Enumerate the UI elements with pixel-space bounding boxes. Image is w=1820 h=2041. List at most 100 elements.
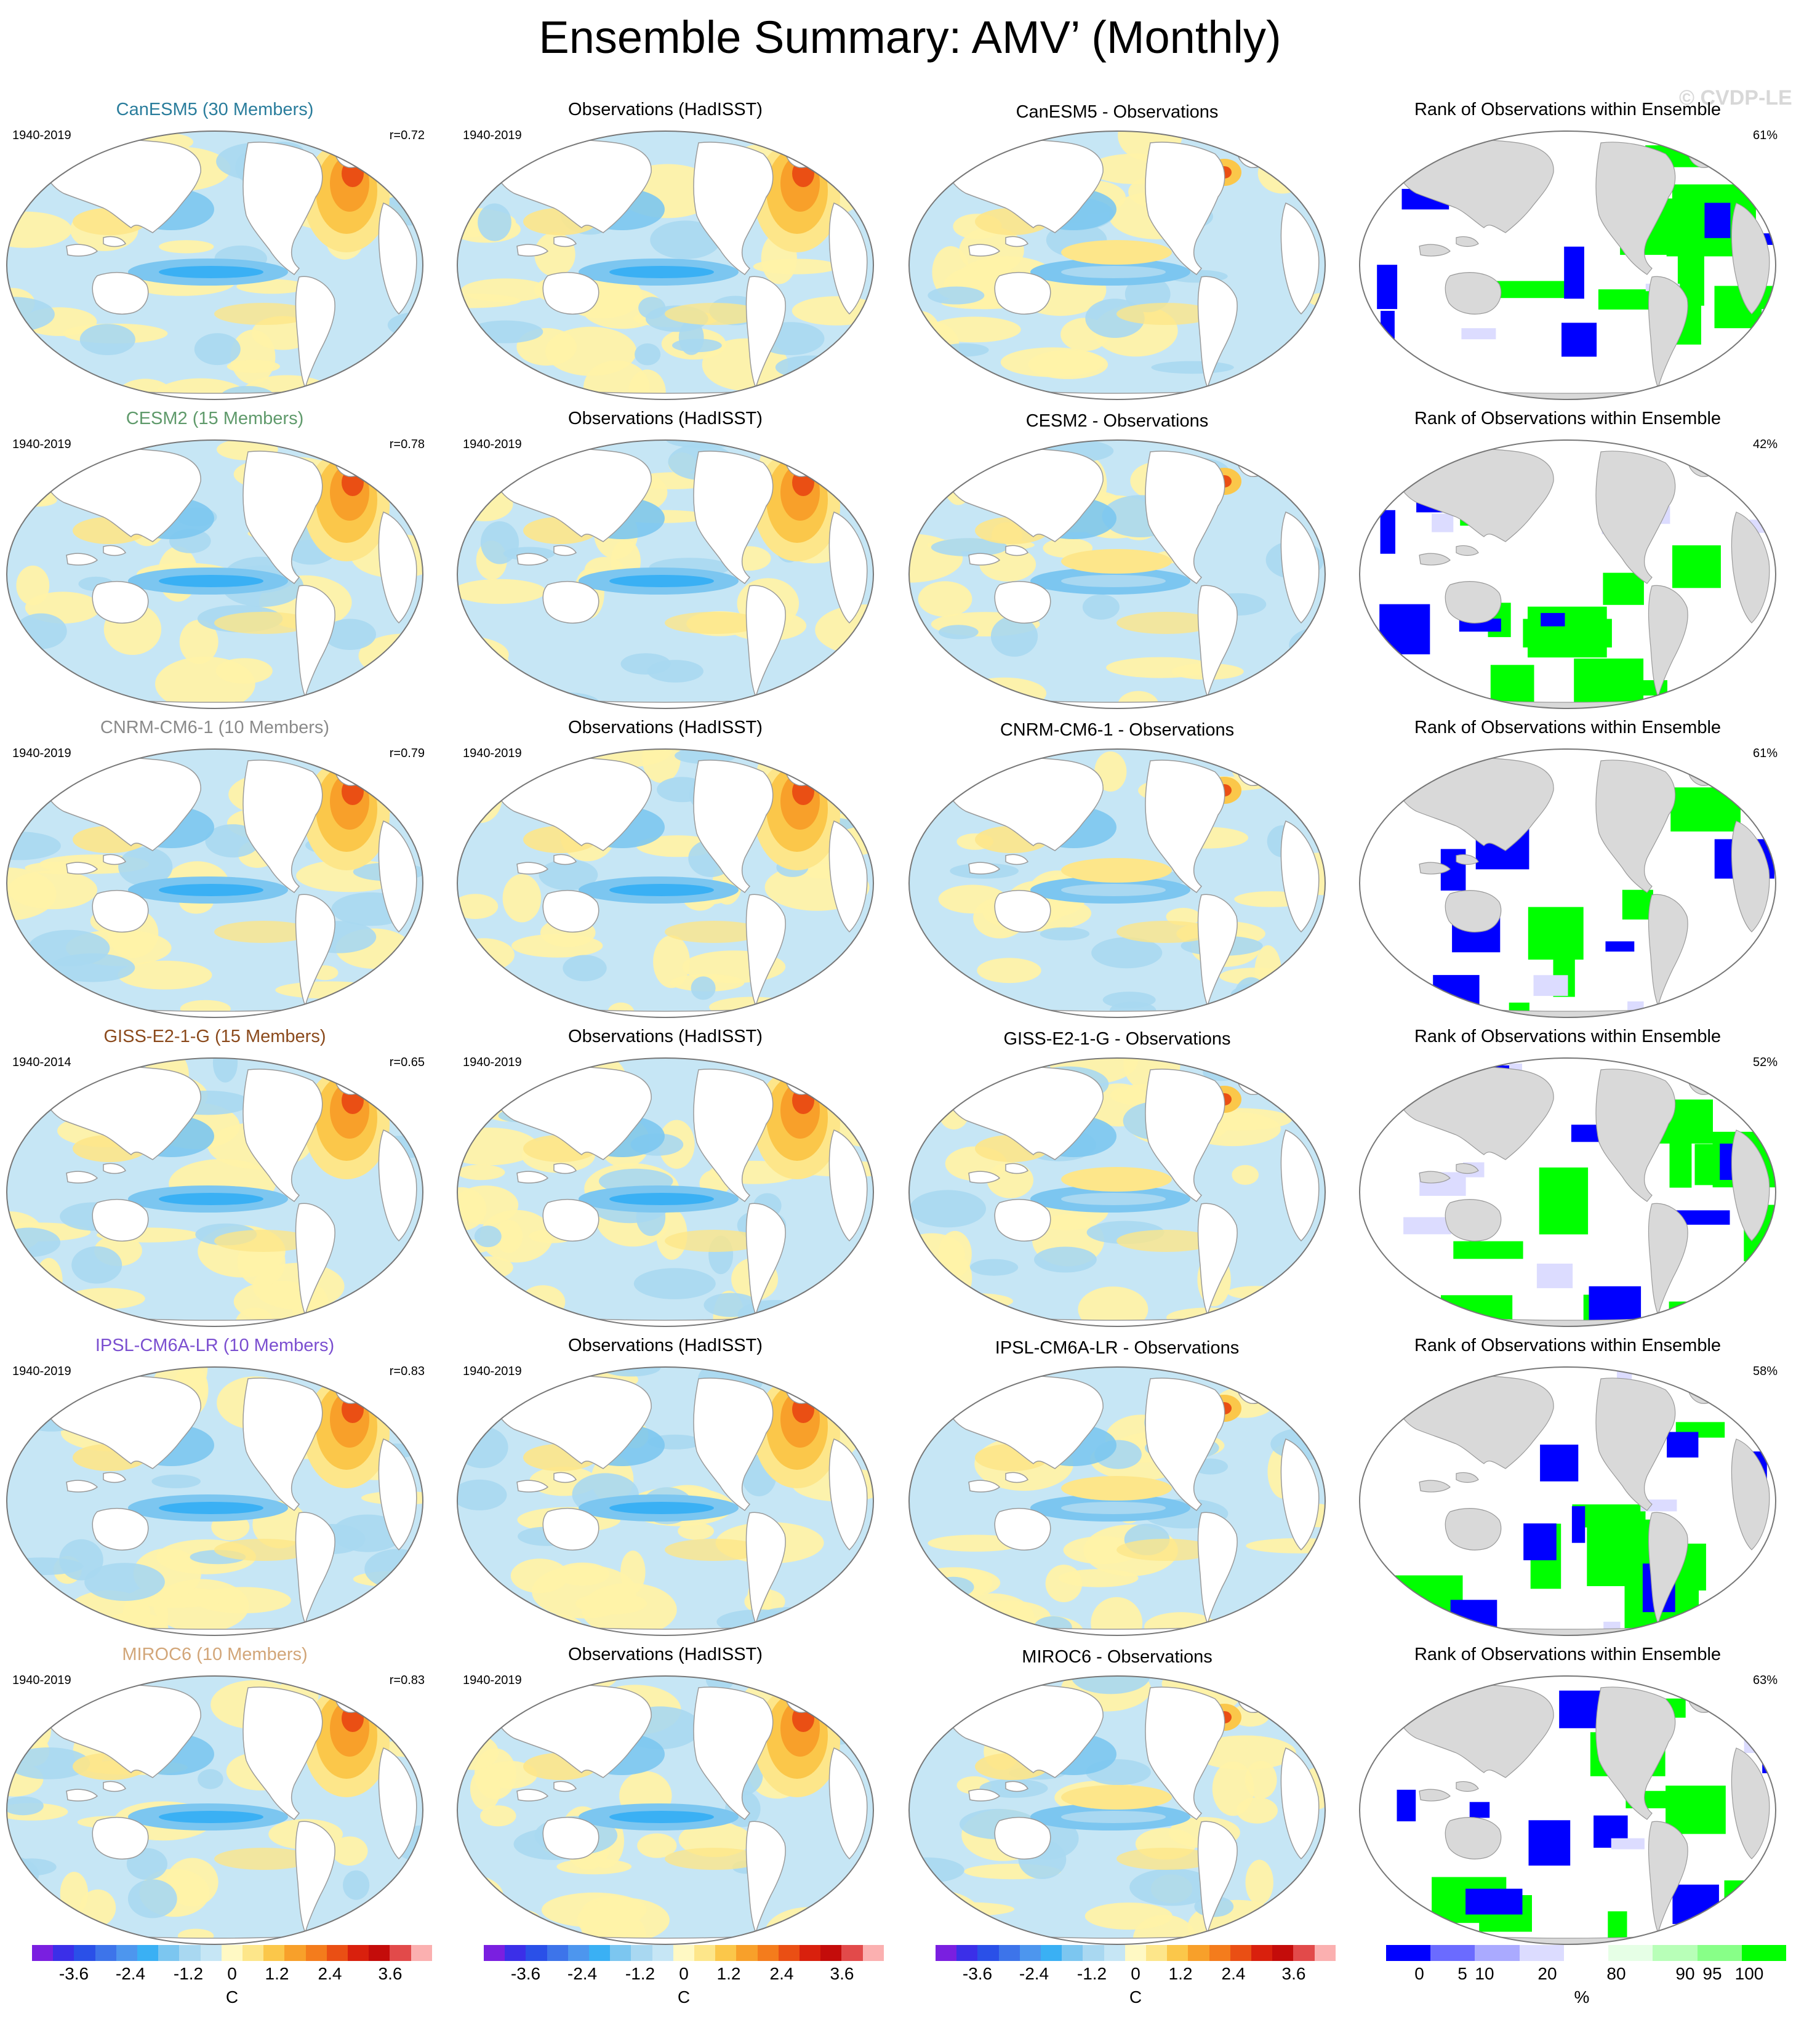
rank-map [1358,1056,1778,1331]
colorbar-swatch [567,1945,590,1961]
panel-rank-row-3: Rank of Observations within Ensemble 61% [1355,715,1780,1024]
colorbar-swatch [484,1945,505,1961]
period-label-obs: 1940-2019 [463,1674,522,1687]
panel-title-rank: Rank of Observations within Ensemble [1414,100,1722,119]
colorbar-swatch [1563,1945,1609,1961]
panel-title-diff: GISS-E2-1-G - Observations [1003,1029,1231,1049]
colorbar-swatch [348,1945,369,1961]
colorbar-swatch [757,1945,779,1961]
colorbar-tick-label: -2.4 [567,1964,598,1983]
panel-title-model: CanESM5 (30 Members) [116,100,314,119]
colorbar-tick-label: 5 [1457,1964,1467,1983]
colorbar-swatch [305,1945,327,1961]
period-label-model: 1940-2019 [12,129,71,142]
panel-title-rank: Rank of Observations within Ensemble [1414,1027,1722,1046]
colorbar-swatch [1608,1945,1653,1961]
colorbar-tick-label: -3.6 [962,1964,993,1983]
panel-title-rank: Rank of Observations within Ensemble [1414,409,1722,428]
sst-map [5,1365,425,1640]
colorbar-tick-label: 90 [1675,1964,1695,1983]
period-label-obs: 1940-2019 [463,1056,522,1069]
colorbar-tick-label: 80 [1606,1964,1626,1983]
colorbar-swatch [778,1945,800,1961]
sst-map [907,1056,1327,1331]
colorbar-swatch [179,1945,201,1961]
colorbar-swatch [95,1945,116,1961]
colorbar-swatch [1083,1945,1104,1961]
rank-map [1358,129,1778,404]
colorbar-swatch [547,1945,568,1961]
sst-map [907,1674,1327,1949]
panel-title-obs: Observations (HadISST) [568,409,763,428]
colorbar-tick-label: 3.6 [830,1964,854,1983]
colorbar-swatch [862,1945,884,1961]
colorbar-tick-label: 2.4 [318,1964,342,1983]
colorbar-tick-label: -3.6 [510,1964,541,1983]
colorbar-swatch [505,1945,526,1961]
panel-title-obs: Observations (HadISST) [568,1336,763,1355]
panel-title-model: IPSL-CM6A-LR (10 Members) [95,1336,335,1355]
colorbar-model: -3.6 -2.4 -1.2 0 1.2 2.4 3.6 C [32,1945,438,2013]
sst-map [907,1365,1327,1640]
colorbar-tick-label: -1.2 [1076,1964,1107,1983]
panel-model-row-6: MIROC6 (10 Members) 1940-2019 r=0.83 [2,1642,427,1951]
colorbar-swatch [1741,1945,1786,1961]
colorbar-tick-label: 3.6 [378,1964,403,1983]
sst-map [455,1056,875,1331]
correlation-label: r=0.83 [389,1674,425,1687]
colorbar-obs: -3.6 -2.4 -1.2 0 1.2 2.4 3.6 C [484,1945,890,2013]
rank-percent-label: 58% [1752,1365,1778,1378]
colorbar-swatches [484,1945,884,1961]
colorbar-swatch [32,1945,54,1961]
rank-percent-label: 61% [1752,747,1778,760]
colorbar-tick-label: 0 [1131,1964,1141,1983]
colorbar-swatch [936,1945,957,1961]
panel-diff-row-1: CanESM5 - Observations [905,97,1329,406]
colorbar-swatch [221,1945,243,1961]
panel-title-rank: Rank of Observations within Ensemble [1414,1336,1722,1355]
rank-percent-label: 52% [1752,1056,1778,1069]
panel-diff-row-3: CNRM-CM6-1 - Observations [905,715,1329,1024]
correlation-label: r=0.72 [389,129,425,142]
panel-rank-row-2: Rank of Observations within Ensemble 42% [1355,406,1780,715]
rank-map [1358,1365,1778,1640]
colorbar-swatch [390,1945,411,1961]
colorbar-swatch [1314,1945,1336,1961]
colorbar-swatch [1251,1945,1273,1961]
colorbar-unit-label: % [1574,1987,1590,2007]
colorbar-swatch [1475,1945,1520,1961]
colorbar-tick-label: 0 [227,1964,237,1983]
period-label-obs: 1940-2019 [463,1365,522,1378]
sst-map [5,747,425,1022]
colorbar-tick-label: 1.2 [716,1964,741,1983]
panel-rank-row-4: Rank of Observations within Ensemble 52% [1355,1024,1780,1333]
sst-map [5,1674,425,1949]
colorbar-tick-label: -1.2 [173,1964,204,1983]
colorbar-swatch [1167,1945,1189,1961]
colorbar-tick-label: 2.4 [1221,1964,1246,1983]
rank-map [1358,438,1778,713]
period-label-obs: 1940-2019 [463,129,522,142]
panel-obs-row-5: Observations (HadISST) 1940-2019 [453,1333,878,1642]
panel-diff-row-2: CESM2 - Observations [905,406,1329,715]
colorbar-swatches [1386,1945,1786,1961]
colorbar-swatch [526,1945,547,1961]
period-label-obs: 1940-2019 [463,438,522,451]
colorbar-tick-label: 0 [1414,1964,1424,1983]
colorbar-swatch [369,1945,390,1961]
colorbar-swatch [1430,1945,1475,1961]
colorbar-swatch [1272,1945,1294,1961]
colorbar-swatch [631,1945,652,1961]
colorbar-swatch [1293,1945,1315,1961]
colorbar-tick-label: -2.4 [115,1964,146,1983]
colorbar-swatch [200,1945,222,1961]
watermark: © CVDP-LE [1679,86,1792,110]
sst-map [455,747,875,1022]
colorbar-tick-label: 2.4 [769,1964,794,1983]
colorbar-swatch [284,1945,306,1961]
colorbar-swatch [977,1945,999,1961]
colorbar-swatch [694,1945,716,1961]
colorbar-swatch [74,1945,95,1961]
sst-map [5,129,425,404]
